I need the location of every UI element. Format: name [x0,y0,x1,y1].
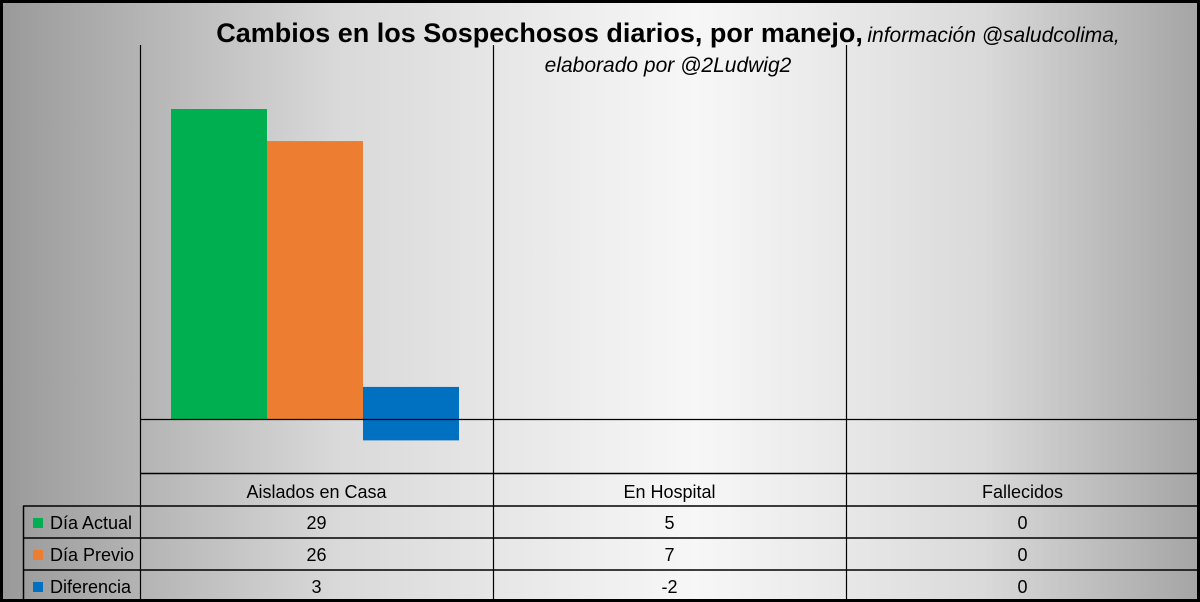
legend-entry-0: Día Actual [27,507,141,539]
chart-title: Cambios en los Sospechosos diarios, por … [143,17,1193,54]
data-cell-2-0: 3 [311,577,322,597]
data-cell-1-1: 7 [664,545,675,565]
legend-entry-1: Día Previo [27,539,141,571]
chart-title-main: Cambios en los Sospechosos diarios, por … [216,18,863,48]
legend-key-1 [33,550,43,560]
data-cell-1-2: 0 [1017,545,1028,565]
bar-diferencia-0 [363,386,459,419]
data-cell-1-0: 26 [306,545,327,565]
legend-entry-2: Diferencia [27,571,141,599]
bar-diferencia-1 [363,419,459,441]
chart-title-source: información @saludcolima, [867,24,1120,47]
bar-chart [22,45,1197,599]
category-label-2: Fallecidos [981,482,1064,502]
category-label-1: En Hospital [623,482,716,502]
legend-key-2 [33,582,43,592]
legend-label-0: Día Actual [50,513,133,533]
data-cell-2-2: 0 [1017,577,1028,597]
legend-label-2: Diferencia [50,577,132,597]
data-cell-2-1: -2 [661,577,678,597]
bar-d-a-actual-1 [171,365,267,419]
legend-key-0 [33,518,43,528]
category-label-0: Aislados en Casa [246,482,387,502]
legend-label-1: Día Previo [50,545,135,565]
data-cell-0-2: 0 [1017,513,1028,533]
chart-title-author: elaborado por @2Ludwig2 [544,54,792,77]
data-cell-0-0: 29 [306,513,327,533]
data-cell-0-1: 5 [664,513,675,533]
bar-d-a-previo-1 [267,344,363,419]
